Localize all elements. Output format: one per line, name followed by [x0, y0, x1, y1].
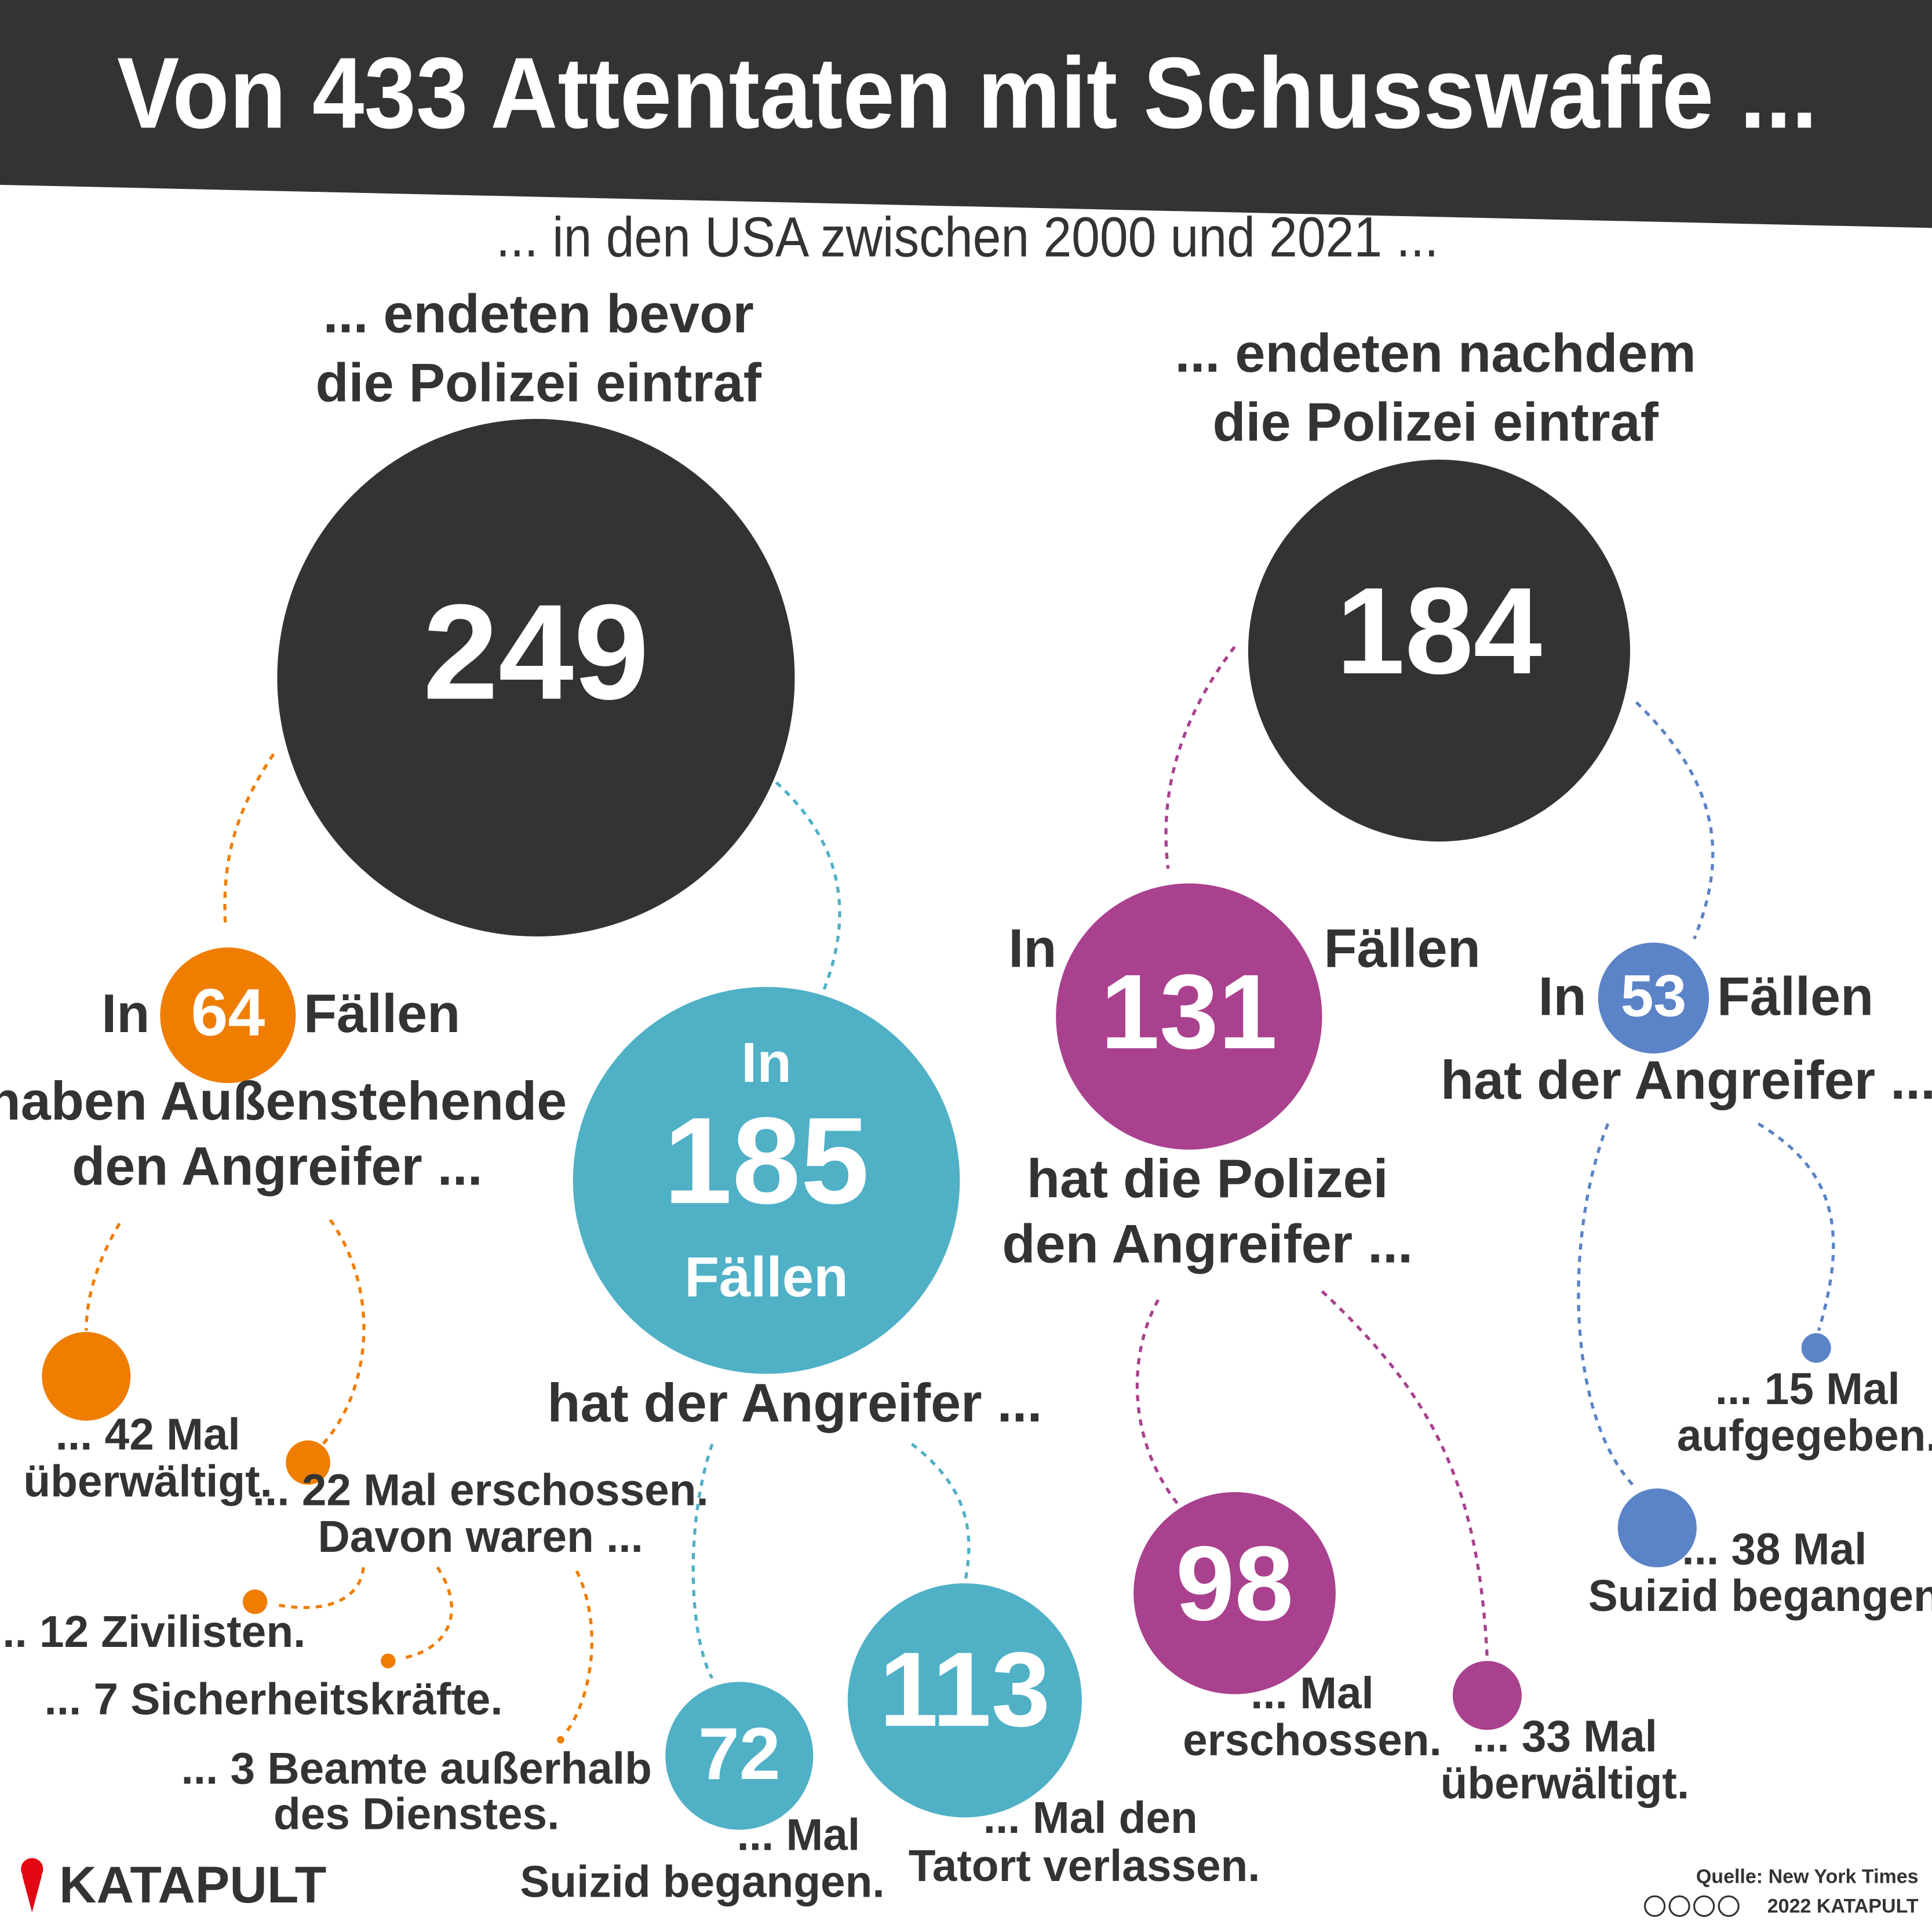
label: hat der Angreifer ...	[1441, 1049, 1932, 1110]
label: In	[1008, 917, 1056, 978]
label: Suizid begangen.	[520, 1857, 884, 1907]
circle	[1617, 1488, 1697, 1568]
circle	[277, 418, 795, 936]
connector	[691, 1443, 714, 1679]
label: den Angreifer ...	[1002, 1213, 1413, 1274]
title: Von 433 Attentaten mit Schusswaffe ...	[117, 36, 1817, 149]
circle	[42, 1332, 131, 1421]
circle	[1056, 883, 1322, 1150]
connector	[1577, 1123, 1638, 1490]
circle	[1598, 942, 1709, 1054]
connector	[1757, 1122, 1835, 1332]
connectors	[85, 646, 1835, 1736]
circle	[557, 1736, 564, 1744]
label: ... Mal den	[983, 1794, 1198, 1843]
number: 185	[664, 1092, 869, 1230]
connector	[1321, 1290, 1489, 1659]
heading: ... endeten bevor	[323, 283, 754, 344]
label: In	[101, 983, 150, 1044]
label: ... Mal	[1251, 1669, 1374, 1718]
label: des Dienstes.	[274, 1789, 559, 1839]
subtitle: ... in den USA zwischen 2000 und 2021 ..…	[496, 205, 1439, 269]
number: 98	[1176, 1523, 1293, 1642]
label: den Angreifer ...	[72, 1136, 483, 1197]
connector	[273, 1567, 365, 1609]
label: In	[1539, 965, 1587, 1026]
number: 72	[698, 1713, 781, 1795]
circle	[381, 1653, 396, 1668]
label: ... 7 Sicherheitskräfte.	[44, 1675, 502, 1725]
source: Quelle: New York Times	[1696, 1865, 1919, 1887]
copyright: 2022 KATAPULT	[1767, 1895, 1919, 1917]
label: ... Mal	[737, 1811, 861, 1860]
label: Tatort verlassen.	[909, 1842, 1260, 1891]
logo-icon	[21, 1858, 43, 1912]
label: aufgegeben.	[1677, 1412, 1932, 1461]
label: überwältigt.	[23, 1457, 272, 1506]
connector	[400, 1566, 454, 1660]
label: ... 38 Mal	[1682, 1525, 1867, 1574]
connector	[1164, 646, 1236, 869]
connector	[775, 781, 841, 993]
circle	[847, 1583, 1082, 1818]
label: ... 42 Mal	[56, 1410, 240, 1460]
heading: die Polizei eintraf	[1212, 391, 1658, 452]
number: 64	[191, 976, 265, 1050]
label: Fällen	[304, 983, 460, 1044]
label: Fällen	[684, 1245, 848, 1308]
number: 249	[423, 576, 649, 728]
label: Fällen	[1717, 965, 1873, 1026]
number: 53	[1621, 963, 1687, 1029]
connector	[910, 1442, 971, 1584]
number: 131	[1100, 952, 1277, 1071]
connector	[85, 1223, 121, 1331]
label: haben Außenstehende	[0, 1070, 567, 1131]
number: 113	[879, 1630, 1050, 1748]
label: erschossen.	[1183, 1716, 1442, 1765]
connector	[223, 753, 275, 927]
license-icons	[1643, 1895, 1740, 1917]
heading: die Polizei eintraf	[316, 352, 762, 413]
connector	[563, 1570, 593, 1736]
connector	[1635, 701, 1715, 940]
number: 184	[1336, 563, 1542, 700]
circle	[160, 947, 296, 1083]
label: ... 3 Beamte außerhalb	[181, 1744, 651, 1794]
connector	[322, 1219, 366, 1445]
label: hat der Angreifer ...	[547, 1372, 1042, 1433]
circle	[1452, 1661, 1522, 1730]
circle	[1133, 1492, 1336, 1694]
circle	[573, 987, 960, 1374]
heading: ... endeten nachdem	[1175, 322, 1696, 383]
logo: KATAPULT	[59, 1856, 326, 1913]
label: Suizid begangen.	[1588, 1572, 1932, 1621]
circle	[1801, 1333, 1831, 1363]
circle	[242, 1589, 268, 1614]
connector	[1135, 1299, 1180, 1507]
label: In	[741, 1030, 792, 1094]
label: ... 12 Zivilisten.	[0, 1607, 305, 1657]
label: überwältigt.	[1441, 1759, 1689, 1808]
label: ... 22 Mal erschossen.	[253, 1466, 709, 1515]
title-bar	[0, 0, 1932, 228]
label: Davon waren ...	[318, 1512, 643, 1562]
label: ... 15 Mal	[1715, 1365, 1900, 1414]
label: hat die Polizei	[1027, 1148, 1388, 1209]
circle	[665, 1682, 814, 1830]
label: ... 33 Mal	[1472, 1712, 1657, 1762]
label: Fällen	[1324, 917, 1481, 978]
circle	[1248, 460, 1631, 842]
circle	[286, 1440, 330, 1485]
